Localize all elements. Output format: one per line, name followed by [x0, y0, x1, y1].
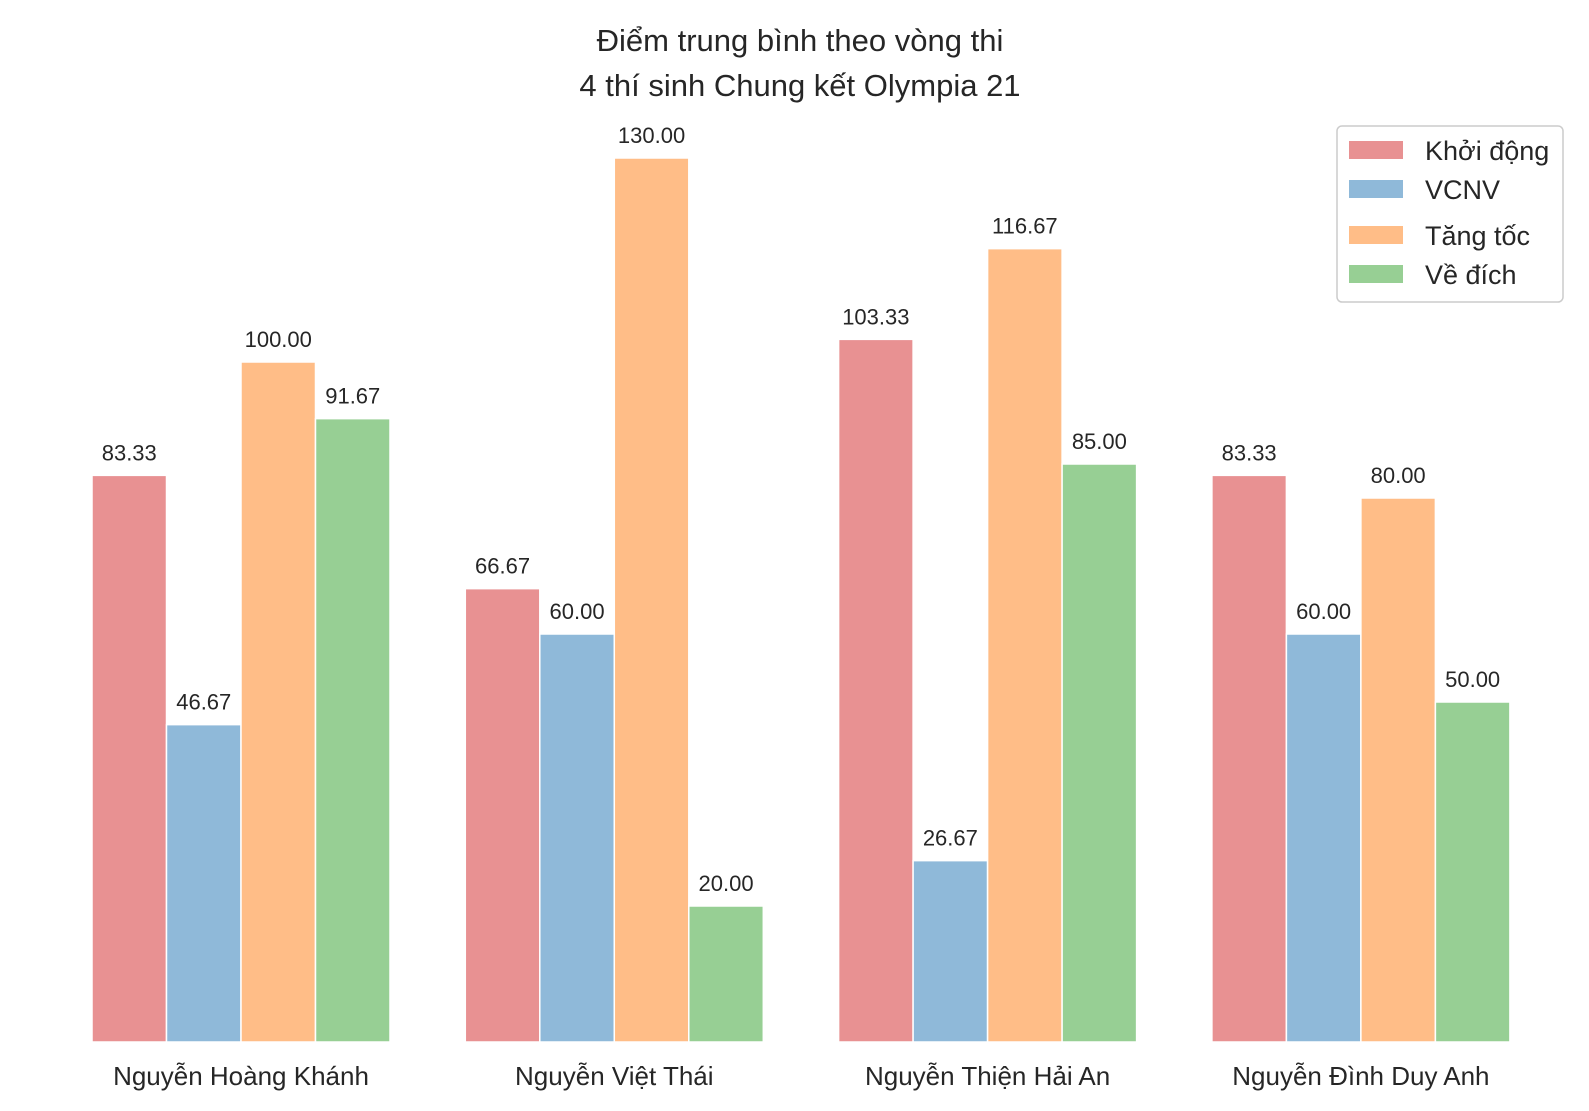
value-label-tang-toc-nguyen-viet-thai: 130.00: [618, 123, 685, 148]
value-label-ve-dich-nguyen-hoang-khanh: 91.67: [325, 384, 380, 409]
value-label-khoi-dong-nguyen-dinh-duy-anh: 83.33: [1222, 440, 1277, 465]
bar-tang-toc-nguyen-viet-thai: [613, 157, 690, 1043]
legend-label-ve-dich: Về đích: [1425, 260, 1517, 290]
value-label-khoi-dong-nguyen-hoang-khanh: 83.33: [102, 440, 157, 465]
value-label-vcnv-nguyen-dinh-duy-anh: 60.00: [1296, 599, 1351, 624]
legend-label-vcnv: VCNV: [1425, 175, 1500, 205]
value-label-ve-dich-nguyen-viet-thai: 20.00: [699, 871, 754, 896]
value-label-khoi-dong-nguyen-viet-thai: 66.67: [475, 554, 530, 579]
legend-swatch-ve-dich: [1349, 265, 1403, 283]
chart-title-line-2: 4 thí sinh Chung kết Olympia 21: [579, 68, 1020, 103]
bar-ve-dich-nguyen-dinh-duy-anh: [1434, 701, 1511, 1043]
bar-ve-dich-nguyen-hoang-khanh: [314, 417, 391, 1043]
value-labels-group: 83.33 46.67 100.00 91.67 66.67 60.00 130.00 20.…: [102, 123, 1500, 896]
legend-swatch-tang-toc: [1349, 226, 1403, 244]
bar-vcnv-nguyen-viet-thai: [539, 633, 616, 1043]
bar-vcnv-nguyen-thien-hai-an: [912, 859, 989, 1043]
bar-vcnv-nguyen-dinh-duy-anh: [1285, 633, 1362, 1043]
bar-tang-toc-nguyen-thien-hai-an: [986, 247, 1063, 1043]
legend: Khởi động VCNV Tăng tốc Về đích: [1336, 125, 1564, 303]
legend-swatch-vcnv: [1349, 180, 1403, 198]
value-label-tang-toc-nguyen-hoang-khanh: 100.00: [245, 327, 312, 352]
bar-ve-dich-nguyen-thien-hai-an: [1061, 463, 1138, 1043]
x-tick-label-nguyen-hoang-khanh: Nguyễn Hoàng Khánh: [113, 1061, 369, 1091]
bar-khoi-dong-nguyen-viet-thai: [464, 587, 541, 1043]
bar-vcnv-nguyen-hoang-khanh: [165, 723, 242, 1043]
bars-group: [91, 157, 1511, 1043]
bar-tang-toc-nguyen-hoang-khanh: [240, 361, 317, 1043]
value-label-khoi-dong-nguyen-thien-hai-an: 103.33: [842, 304, 909, 329]
bar-khoi-dong-nguyen-hoang-khanh: [91, 474, 168, 1043]
bar-khoi-dong-nguyen-thien-hai-an: [837, 338, 914, 1043]
value-label-ve-dich-nguyen-dinh-duy-anh: 50.00: [1445, 667, 1500, 692]
value-label-vcnv-nguyen-viet-thai: 60.00: [550, 599, 605, 624]
x-tick-label-nguyen-viet-thai: Nguyễn Việt Thái: [515, 1061, 714, 1091]
legend-swatch-khoi-dong: [1349, 141, 1403, 159]
chart-title: Điểm trung bình theo vòng thi 4 thí sinh…: [579, 23, 1020, 103]
bar-tang-toc-nguyen-dinh-duy-anh: [1360, 497, 1437, 1043]
value-label-vcnv-nguyen-thien-hai-an: 26.67: [923, 826, 978, 851]
bar-khoi-dong-nguyen-dinh-duy-anh: [1211, 474, 1288, 1043]
value-label-vcnv-nguyen-hoang-khanh: 46.67: [176, 690, 231, 715]
bar-ve-dich-nguyen-viet-thai: [688, 905, 765, 1043]
legend-frame: [1336, 125, 1564, 303]
value-label-tang-toc-nguyen-thien-hai-an: 116.67: [992, 214, 1058, 239]
legend-label-tang-toc: Tăng tốc: [1425, 221, 1530, 251]
value-label-tang-toc-nguyen-dinh-duy-anh: 80.00: [1371, 463, 1426, 488]
legend-label-khoi-dong: Khởi động: [1425, 136, 1549, 166]
x-axis-tick-labels: Nguyễn Hoàng Khánh Nguyễn Việt Thái Nguyễn…: [113, 1061, 1489, 1091]
value-label-ve-dich-nguyen-thien-hai-an: 85.00: [1072, 429, 1127, 454]
x-tick-label-nguyen-dinh-duy-anh: Nguyễn Đình Duy Anh: [1232, 1061, 1489, 1091]
chart-title-line-1: Điểm trung bình theo vòng thi: [597, 23, 1004, 58]
x-tick-label-nguyen-thien-hai-an: Nguyễn Thiện Hải An: [865, 1061, 1110, 1091]
